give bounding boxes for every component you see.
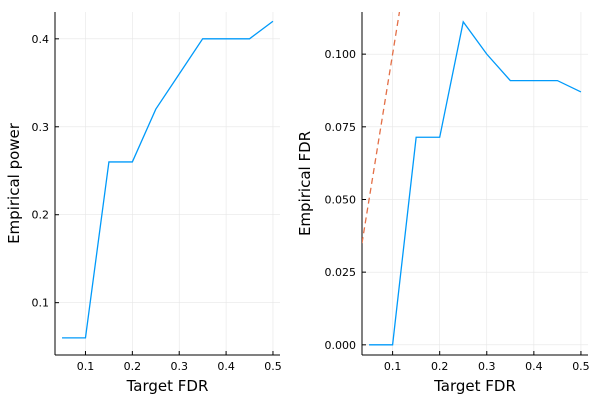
y-tick-label: 0.1 [32, 297, 50, 310]
x-tick-label: 0.1 [384, 360, 402, 373]
plot-panel-2: 0.1 0.2 0.3 0.4 0.5 0.000 0.025 0.050 0.075 0.100… [296, 12, 590, 395]
y-tick-label: 0.4 [32, 33, 50, 46]
series-line-1 [62, 20, 274, 339]
x-tick-label: 0.3 [170, 360, 188, 373]
x-axis-label: Target FDR [433, 377, 516, 395]
x-axis-label: Target FDR [126, 377, 209, 395]
series-line-2 [362, 12, 401, 244]
x-tick-label: 0.1 [77, 360, 95, 373]
y-tick-label: 0.3 [32, 121, 50, 134]
x-tick-label: 0.4 [217, 360, 235, 373]
y-tick-label: 0.075 [325, 121, 357, 134]
y-tick-label: 0.100 [325, 48, 357, 61]
y-axis-label: Empirical power [5, 122, 23, 244]
x-tick-label: 0.5 [264, 360, 282, 373]
y-tick-label: 0.000 [325, 339, 357, 352]
x-tick-label: 0.2 [431, 360, 449, 373]
x-tick-label: 0.2 [124, 360, 142, 373]
x-tick-label: 0.4 [525, 360, 543, 373]
y-tick-label: 0.050 [325, 193, 357, 206]
x-tick-label: 0.5 [572, 360, 590, 373]
series-line-1 [369, 20, 582, 346]
y-tick-label: 0.2 [32, 209, 50, 222]
plot-panel-1: 0.1 0.2 0.3 0.4 0.5 0.1 0.2 0.3 0.4 Target FDR Emp… [5, 12, 282, 395]
x-tick-label: 0.3 [478, 360, 496, 373]
y-axis-label: Empirical FDR [296, 131, 314, 236]
y-tick-label: 0.025 [325, 266, 357, 279]
